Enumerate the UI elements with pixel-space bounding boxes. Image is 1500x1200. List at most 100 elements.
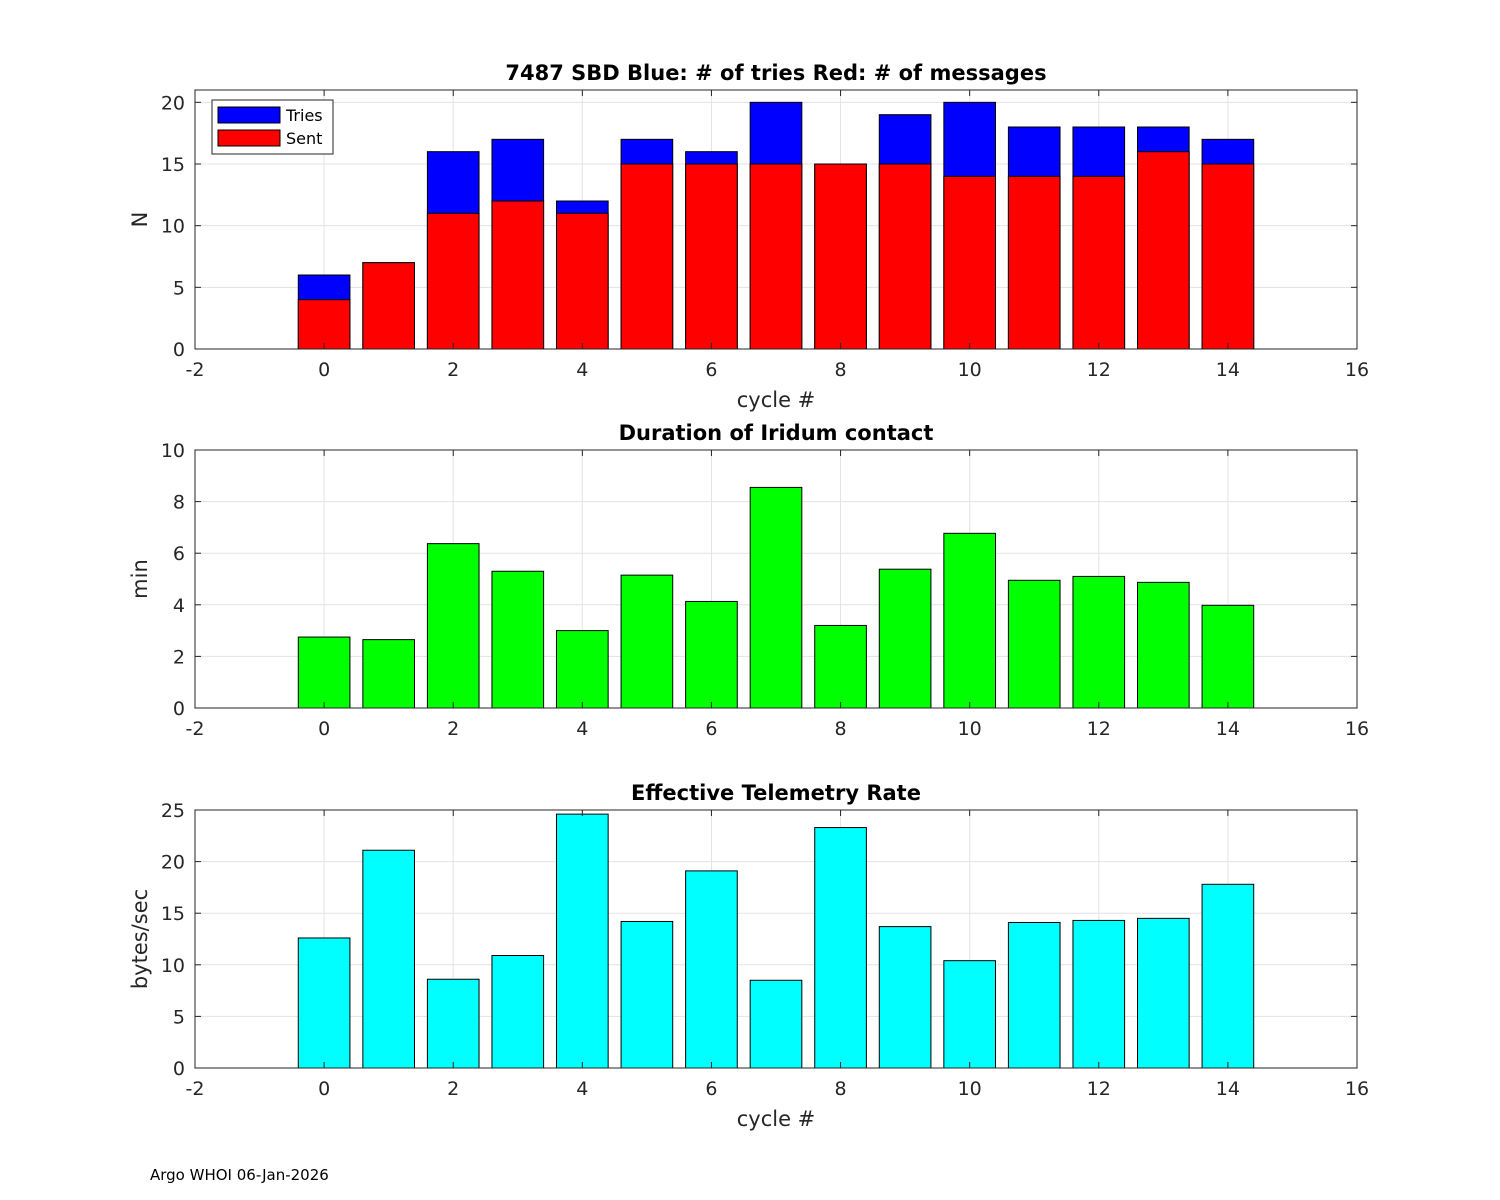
chart2-bar-duration-10 [943, 532, 996, 709]
chart2-bar-duration-7 [749, 486, 803, 709]
chart2-xtick-label-2: 2 [447, 718, 459, 740]
chart3-bar-rate-8 [814, 827, 867, 1069]
chart3-bar-rate-5 [620, 920, 674, 1069]
chart3-bar-rate-12 [1072, 919, 1126, 1069]
chart1-xlabel: cycle # [737, 388, 816, 412]
chart3-bar-rate-14 [1201, 883, 1255, 1069]
chart2-bar-duration-14 [1201, 604, 1255, 709]
chart3-bar-rate-0 [297, 937, 351, 1069]
chart3-xtick-label-7: 12 [1087, 1078, 1111, 1100]
chart3-ylabel: bytes/sec [128, 889, 152, 989]
chart2-ytick-label-0: 0 [173, 698, 185, 720]
chart3-ytick-label-2: 10 [161, 955, 185, 977]
chart3-xtick-label-1: 0 [318, 1078, 330, 1100]
chart1-bar-sent-14 [1201, 163, 1255, 350]
chart2-ytick-label-3: 6 [173, 543, 185, 565]
chart3-xtick-label-4: 6 [705, 1078, 717, 1100]
chart2-axes-box [194, 449, 1358, 709]
chart3-xlabel: cycle # [737, 1107, 816, 1131]
chart1-bar-sent-5 [620, 163, 674, 350]
chart3-xtick-label-0: -2 [186, 1078, 205, 1100]
chart3-axes-box [194, 809, 1358, 1069]
chart3-title: Effective Telemetry Rate [631, 781, 921, 805]
chart3-bar-rate-3 [491, 955, 545, 1069]
chart3-ytick-label-5: 25 [161, 800, 185, 822]
chart2-xtick-label-1: 0 [318, 718, 330, 740]
chart2-xtick-label-7: 12 [1087, 718, 1111, 740]
chart1-xtick-label-2: 2 [447, 359, 459, 381]
chart1-bar-sent-0 [297, 299, 351, 350]
chart1-bar-sent-9 [878, 163, 932, 350]
chart1-title: 7487 SBD Blue: # of tries Red: # of mess… [505, 61, 1046, 85]
chart1-xtick-label-4: 6 [705, 359, 717, 381]
chart1-bar-sent-3 [491, 200, 545, 350]
chart2-ytick-label-1: 2 [173, 646, 185, 668]
chart3-bar-rate-2 [426, 978, 480, 1069]
chart1-ylabel: N [128, 212, 152, 228]
chart3-bar-rate-7 [749, 979, 803, 1069]
chart2-xtick-label-3: 4 [576, 718, 588, 740]
chart1-bar-sent-4 [556, 212, 609, 350]
chart1-bar-sent-6 [685, 163, 738, 350]
chart1-xtick-label-5: 8 [835, 359, 847, 381]
chart1-bar-sent-1 [362, 262, 415, 350]
chart3-xtick-label-5: 8 [835, 1078, 847, 1100]
chart2-bar-duration-0 [297, 636, 351, 709]
chart2-bar-duration-2 [426, 543, 480, 709]
chart3-xtick-label-2: 2 [447, 1078, 459, 1100]
chart3-ytick-label-3: 15 [161, 903, 185, 925]
chart2-bar-duration-9 [878, 568, 932, 709]
chart1-axes-box [194, 89, 1358, 350]
chart1-ytick-label-4: 20 [161, 92, 185, 114]
chart1-xtick-label-6: 10 [958, 359, 982, 381]
chart2-bar-duration-13 [1137, 581, 1190, 709]
chart1-legend-label-sent: Sent [286, 129, 322, 148]
chart1-ytick-label-0: 0 [173, 339, 185, 361]
chart1-ytick-label-2: 10 [161, 216, 185, 238]
chart2-bar-duration-6 [685, 600, 738, 709]
chart1-xtick-label-9: 16 [1345, 359, 1369, 381]
chart2-bar-duration-5 [620, 574, 674, 709]
chart1-legend-swatch-sent [217, 129, 281, 147]
chart2-bar-duration-8 [814, 624, 867, 709]
chart2-bar-duration-12 [1072, 575, 1126, 709]
chart1-xtick-label-7: 12 [1087, 359, 1111, 381]
chart2-ylabel: min [128, 559, 152, 599]
chart1-bar-sent-10 [943, 175, 996, 350]
chart1-bar-sent-12 [1072, 175, 1126, 350]
chart3-ytick-label-0: 0 [173, 1058, 185, 1080]
chart1-bar-sent-13 [1137, 151, 1190, 350]
chart3-xtick-label-3: 4 [576, 1078, 588, 1100]
chart2-title: Duration of Iridum contact [619, 421, 934, 445]
chart1-ytick-label-3: 15 [161, 154, 185, 176]
chart3-xtick-label-8: 14 [1216, 1078, 1240, 1100]
chart1-xtick-label-8: 14 [1216, 359, 1240, 381]
chart2-bar-duration-4 [556, 630, 609, 709]
chart1-bar-sent-8 [814, 163, 867, 350]
chart3-ytick-label-1: 5 [173, 1006, 185, 1028]
chart1-bar-sent-2 [426, 212, 480, 350]
chart1-xtick-label-1: 0 [318, 359, 330, 381]
chart2-bar-duration-11 [1007, 579, 1061, 709]
chart2-ytick-label-5: 10 [161, 440, 185, 462]
chart3-bar-rate-1 [362, 849, 415, 1069]
chart2-xtick-label-8: 14 [1216, 718, 1240, 740]
chart2-ytick-label-4: 8 [173, 492, 185, 514]
chart1-legend-swatch-tries [217, 106, 281, 124]
chart3-bar-rate-11 [1007, 921, 1061, 1069]
chart2-xtick-label-6: 10 [958, 718, 982, 740]
chart1-legend-label-tries: Tries [285, 106, 323, 125]
chart2-xtick-label-5: 8 [835, 718, 847, 740]
chart1-bar-sent-11 [1007, 175, 1061, 350]
chart1-xtick-label-3: 4 [576, 359, 588, 381]
chart3-bar-rate-6 [685, 870, 738, 1069]
chart1-ytick-label-1: 5 [173, 277, 185, 299]
chart3-ytick-label-4: 20 [161, 852, 185, 874]
chart1-bar-sent-7 [749, 163, 803, 350]
chart2-xtick-label-0: -2 [186, 718, 205, 740]
chart2-ytick-label-2: 4 [173, 595, 185, 617]
chart3-bar-rate-13 [1137, 917, 1190, 1069]
chart3-bar-rate-10 [943, 960, 996, 1069]
footer-credit: Argo WHOI 06-Jan-2026 [150, 1166, 329, 1184]
